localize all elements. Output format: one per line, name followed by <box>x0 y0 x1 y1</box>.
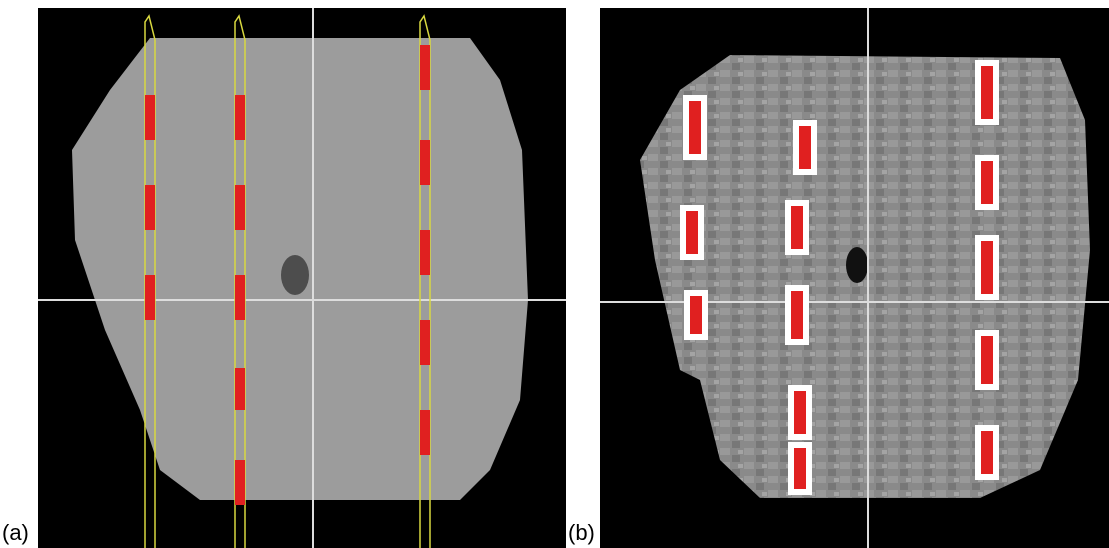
seed <box>689 101 701 154</box>
seed <box>235 275 245 320</box>
figure: (a) (b) <box>0 0 1109 548</box>
seed <box>235 368 245 410</box>
seed <box>794 391 806 434</box>
seed <box>145 275 155 320</box>
seed <box>420 45 430 90</box>
seed <box>981 241 993 294</box>
seed <box>420 410 430 455</box>
panel-label: (a) <box>2 520 29 545</box>
lesion <box>846 247 868 283</box>
panel-label: (b) <box>568 520 595 545</box>
seed <box>981 66 993 119</box>
seed <box>145 95 155 140</box>
seed <box>420 140 430 185</box>
seed <box>981 161 993 204</box>
lesion <box>281 255 309 295</box>
panel-a <box>38 8 566 548</box>
seed <box>420 230 430 275</box>
seed <box>235 460 245 505</box>
seed <box>799 126 811 169</box>
seed <box>235 95 245 140</box>
seed <box>686 211 698 254</box>
seed <box>145 185 155 230</box>
seed <box>981 431 993 474</box>
seed <box>794 448 806 489</box>
seed <box>791 291 803 339</box>
seed <box>235 185 245 230</box>
panel-b <box>600 8 1109 548</box>
seed <box>420 320 430 365</box>
seed <box>690 296 702 334</box>
seed <box>791 206 803 249</box>
seed <box>981 336 993 384</box>
